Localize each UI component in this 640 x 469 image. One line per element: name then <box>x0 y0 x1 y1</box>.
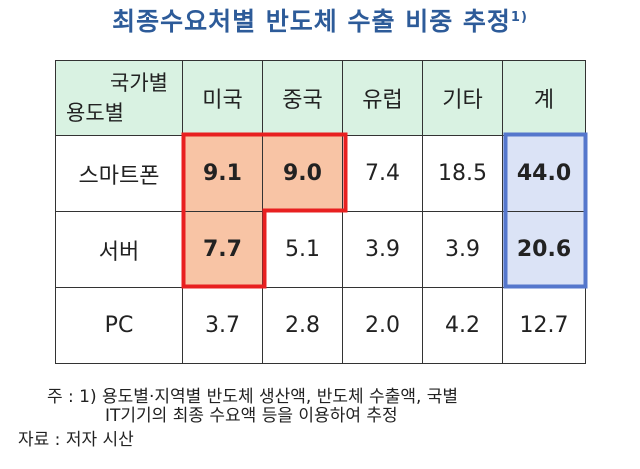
title-text: 최종수요처별 반도체 수출 비중 추정 <box>112 7 511 36</box>
cell-pc-total: 12.7 <box>502 287 586 364</box>
cell-server-china: 5.1 <box>262 211 343 288</box>
cell-smartphone-us: 9.1 <box>182 135 263 212</box>
cell-pc-europe: 2.0 <box>342 287 423 364</box>
table-row: 서버 7.7 5.1 3.9 3.9 20.6 <box>55 211 586 288</box>
cell-smartphone-europe: 7.4 <box>342 135 423 212</box>
cell-pc-other: 4.2 <box>422 287 503 364</box>
cell-smartphone-other: 18.5 <box>422 135 503 212</box>
header-row: 국가별 용도별 미국 중국 유럽 기타 계 <box>55 60 586 136</box>
row-label-pc: PC <box>55 287 183 364</box>
column-header-other: 기타 <box>422 60 503 136</box>
source-note: 자료 : 저자 시산 <box>18 430 134 450</box>
cell-smartphone-china: 9.0 <box>262 135 343 212</box>
cell-server-europe: 3.9 <box>342 211 423 288</box>
chart-title: 최종수요처별 반도체 수출 비중 추정1) <box>0 4 640 40</box>
cell-pc-us: 3.7 <box>182 287 263 364</box>
row-label-server: 서버 <box>55 211 183 288</box>
cell-server-us: 7.7 <box>182 211 263 288</box>
cell-pc-china: 2.8 <box>262 287 343 364</box>
column-header-us: 미국 <box>182 60 263 136</box>
data-table: 국가별 용도별 미국 중국 유럽 기타 계 스마트폰 9.1 9.0 7.4 1… <box>55 60 586 364</box>
column-header-europe: 유럽 <box>342 60 423 136</box>
corner-header: 국가별 용도별 <box>55 60 183 136</box>
cell-smartphone-total: 44.0 <box>502 135 586 212</box>
corner-header-usage: 용도별 <box>66 101 124 125</box>
footnote-line-2: IT기기의 최종 수요액 등을 이용하여 추정 <box>105 406 398 426</box>
footnote-line-1: 주 : 1) 용도별·지역별 반도체 생산액, 반도체 수출액, 국별 <box>47 387 459 407</box>
cell-server-other: 3.9 <box>422 211 503 288</box>
column-header-total: 계 <box>502 60 586 136</box>
cell-server-total: 20.6 <box>502 211 586 288</box>
column-header-china: 중국 <box>262 60 343 136</box>
title-footnote-mark: 1) <box>510 10 528 25</box>
row-label-smartphone: 스마트폰 <box>55 135 183 212</box>
table-row: 스마트폰 9.1 9.0 7.4 18.5 44.0 <box>55 135 586 212</box>
corner-header-country: 국가별 <box>110 71 168 95</box>
table-row: PC 3.7 2.8 2.0 4.2 12.7 <box>55 287 586 364</box>
